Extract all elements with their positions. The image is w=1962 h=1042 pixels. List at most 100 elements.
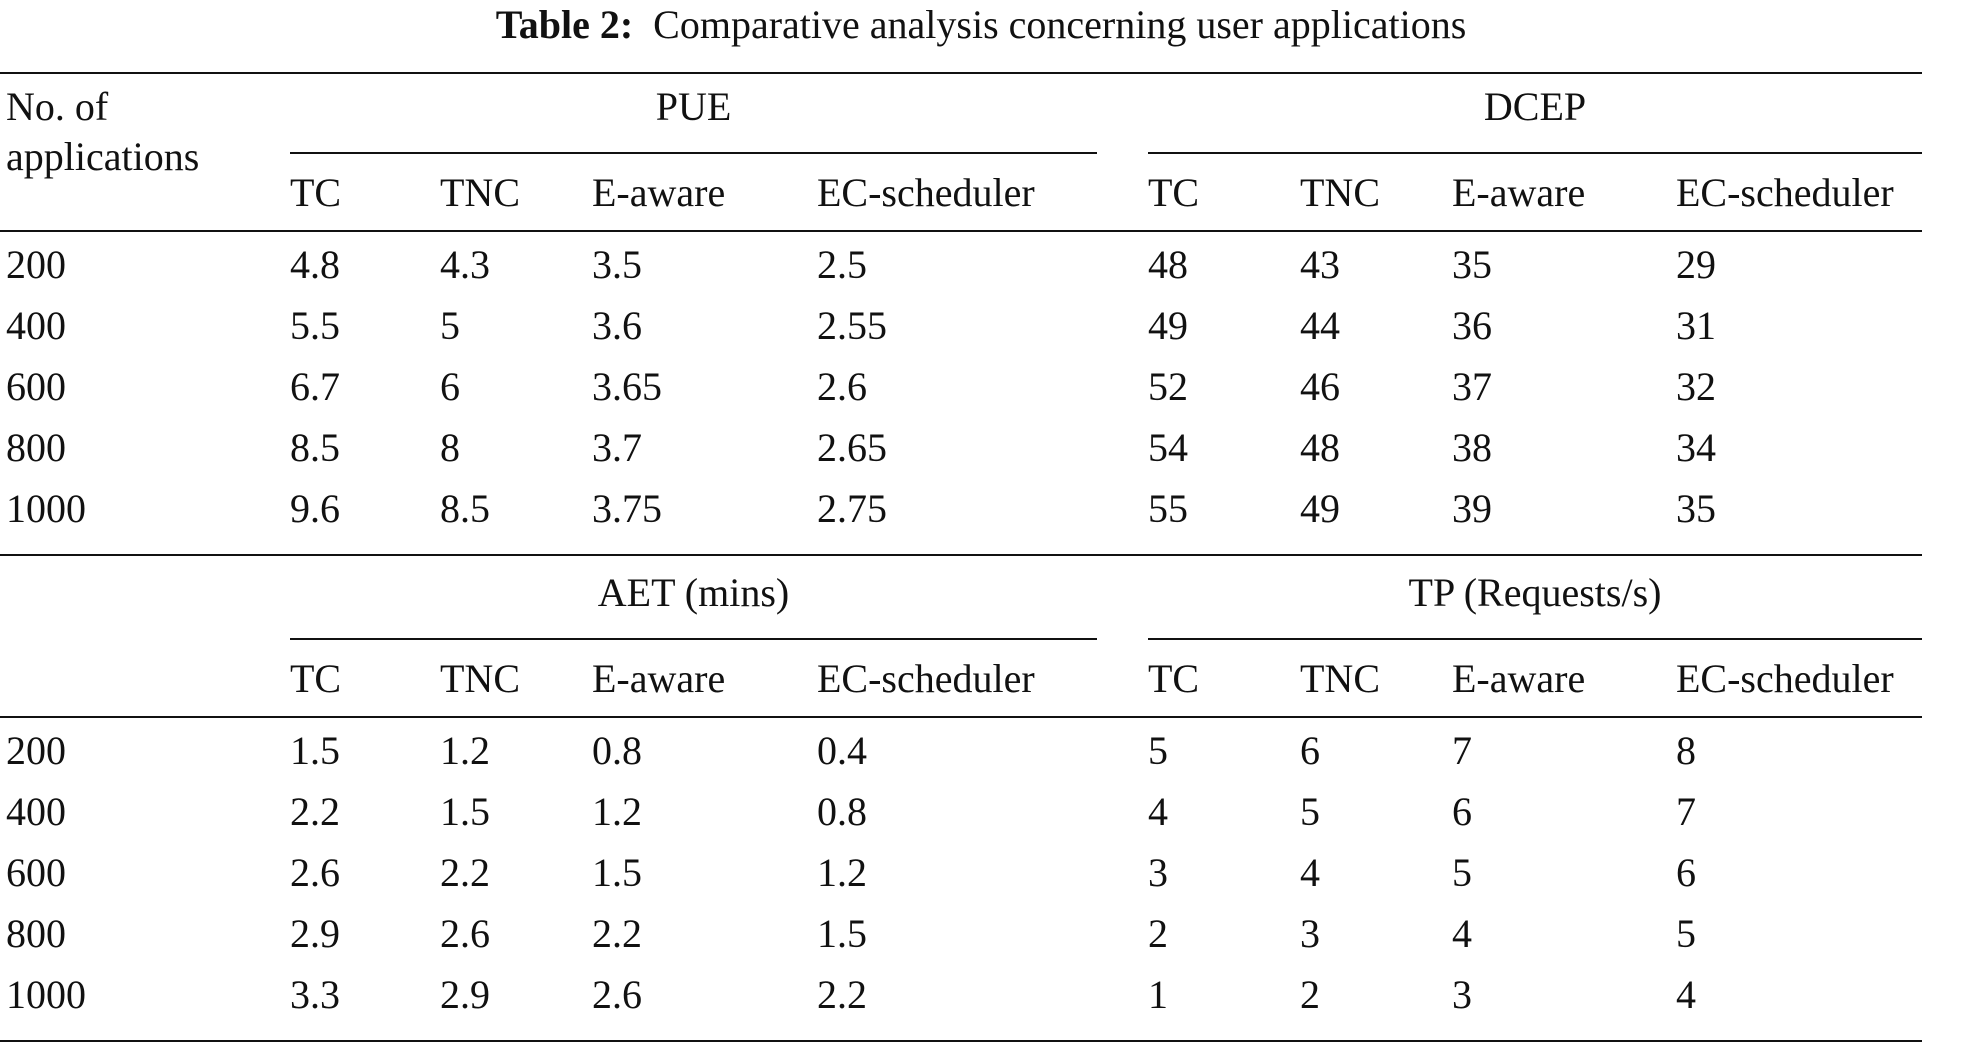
- table-cell: 8: [1676, 728, 1696, 773]
- table-cell: 6: [440, 364, 460, 409]
- metric-header: DCEP: [1483, 84, 1587, 129]
- row-label: 600: [6, 850, 66, 895]
- table-cell: 8.5: [290, 425, 340, 470]
- table-cell: 2.65: [817, 425, 887, 470]
- header-bottom-rule: [0, 716, 1922, 718]
- table-cell: 5: [1676, 911, 1696, 956]
- table-top-rule: [0, 72, 1922, 74]
- table-cell: 52: [1148, 364, 1188, 409]
- table-cell: 5: [1300, 789, 1320, 834]
- table-cell: 2.2: [440, 850, 490, 895]
- table-cell: 5: [440, 303, 460, 348]
- metric-header: AET (mins): [597, 570, 790, 615]
- sub-header: EC-scheduler: [817, 656, 1035, 701]
- table-cell: 43: [1300, 242, 1340, 287]
- sub-header: E-aware: [1452, 656, 1586, 701]
- table-cell: 5.5: [290, 303, 340, 348]
- table-caption-text: Comparative analysis concerning user app…: [653, 2, 1467, 47]
- table-cell: 3: [1452, 972, 1472, 1017]
- sub-header: TNC: [1300, 656, 1380, 701]
- table-cell: 2.6: [440, 911, 490, 956]
- table-cell: 29: [1676, 242, 1716, 287]
- sub-header: TNC: [1300, 170, 1380, 215]
- row-label: 800: [6, 425, 66, 470]
- row-label: 400: [6, 789, 66, 834]
- sub-header: EC-scheduler: [817, 170, 1035, 215]
- table-cell: 38: [1452, 425, 1492, 470]
- sub-header: EC-scheduler: [1676, 170, 1894, 215]
- table-cell: 2.6: [817, 364, 867, 409]
- table-cell: 6.7: [290, 364, 340, 409]
- header-bottom-rule: [0, 230, 1922, 232]
- table-cell: 3.75: [592, 486, 662, 531]
- table-cell: 3.7: [592, 425, 642, 470]
- table-cell: 8: [440, 425, 460, 470]
- table-cell: 7: [1676, 789, 1696, 834]
- table-cell: 44: [1300, 303, 1340, 348]
- row-header-line2: applications: [6, 134, 200, 179]
- row-label: 1000: [6, 486, 86, 531]
- table-cell: 4.8: [290, 242, 340, 287]
- table-cell: 31: [1676, 303, 1716, 348]
- sub-header: E-aware: [1452, 170, 1586, 215]
- panel-divider-rule: [0, 554, 1922, 556]
- group-underline: [290, 638, 1097, 640]
- row-label: 400: [6, 303, 66, 348]
- table-cell: 4: [1148, 789, 1168, 834]
- row-label: 200: [6, 242, 66, 287]
- group-underline: [1148, 152, 1922, 154]
- table-cell: 3.6: [592, 303, 642, 348]
- table-cell: 2.9: [290, 911, 340, 956]
- table-cell: 3: [1300, 911, 1320, 956]
- sub-header: TC: [1148, 170, 1200, 215]
- row-label: 600: [6, 364, 66, 409]
- table-cell: 39: [1452, 486, 1492, 531]
- metric-header: PUE: [655, 84, 732, 129]
- table-cell: 1.5: [817, 911, 867, 956]
- table-cell: 5: [1148, 728, 1168, 773]
- metric-header: TP (Requests/s): [1408, 570, 1662, 615]
- table-cell: 4.3: [440, 242, 490, 287]
- table-cell: 4: [1676, 972, 1696, 1017]
- table-cell: 2.9: [440, 972, 490, 1017]
- table-cell: 48: [1148, 242, 1188, 287]
- table-cell: 9.6: [290, 486, 340, 531]
- table-cell: 1.5: [290, 728, 340, 773]
- sub-header: TC: [290, 170, 342, 215]
- table-cell: 55: [1148, 486, 1188, 531]
- table-cell: 6: [1452, 789, 1472, 834]
- sub-header: TNC: [440, 656, 520, 701]
- table-cell: 48: [1300, 425, 1340, 470]
- table-cell: 2.2: [817, 972, 867, 1017]
- table-cell: 4: [1300, 850, 1320, 895]
- sub-header: TC: [290, 656, 342, 701]
- sub-header: E-aware: [592, 656, 726, 701]
- table-cell: 6: [1676, 850, 1696, 895]
- table-caption: Table 2: Comparative analysis concerning…: [0, 0, 1962, 56]
- table-cell: 37: [1452, 364, 1492, 409]
- table-cell: 2.6: [592, 972, 642, 1017]
- table-caption-label: Table 2:: [495, 2, 634, 47]
- table-cell: 2.5: [817, 242, 867, 287]
- table-cell: 0.4: [817, 728, 867, 773]
- group-underline: [1148, 638, 1922, 640]
- table-cell: 49: [1300, 486, 1340, 531]
- table-cell: 1.5: [592, 850, 642, 895]
- table-cell: 2.2: [592, 911, 642, 956]
- table-cell: 49: [1148, 303, 1188, 348]
- table-cell: 2.75: [817, 486, 887, 531]
- table-cell: 1.2: [817, 850, 867, 895]
- table-cell: 6: [1300, 728, 1320, 773]
- table-cell: 36: [1452, 303, 1492, 348]
- table-cell: 2.2: [290, 789, 340, 834]
- table-cell: 0.8: [592, 728, 642, 773]
- table-cell: 4: [1452, 911, 1472, 956]
- table-cell: 2.55: [817, 303, 887, 348]
- table-cell: 2: [1300, 972, 1320, 1017]
- table-cell: 1: [1148, 972, 1168, 1017]
- table-cell: 34: [1676, 425, 1716, 470]
- sub-header: EC-scheduler: [1676, 656, 1894, 701]
- sub-header: TC: [1148, 656, 1200, 701]
- table-cell: 3: [1148, 850, 1168, 895]
